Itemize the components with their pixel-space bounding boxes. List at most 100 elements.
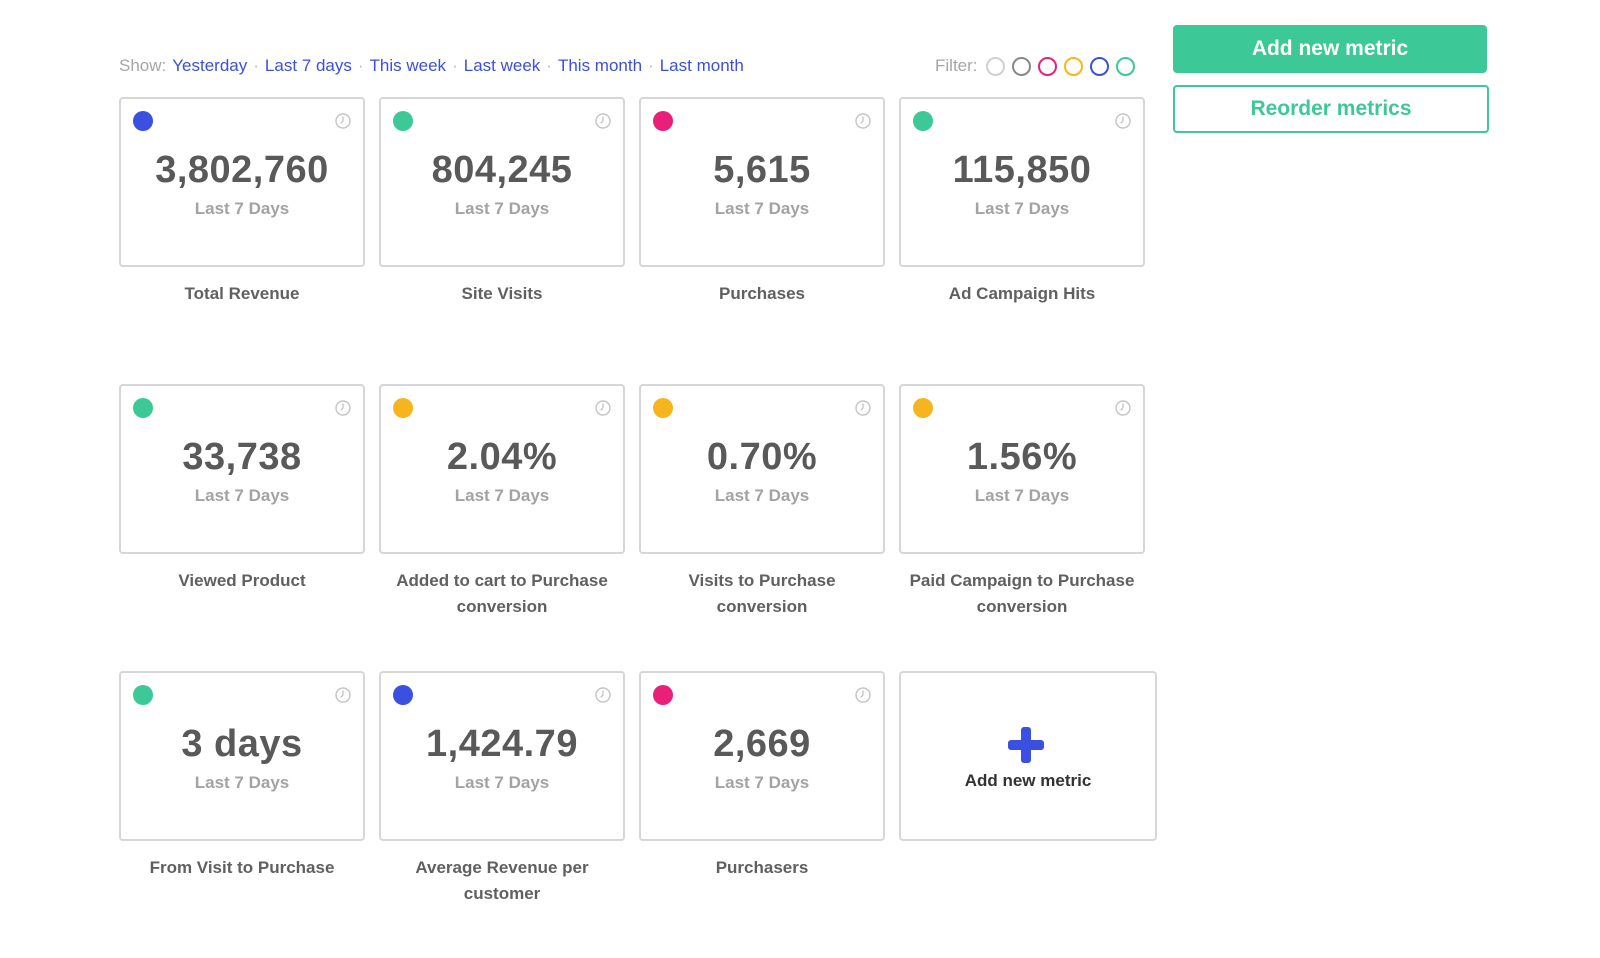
metric-color-dot — [913, 111, 933, 131]
range-this-week[interactable]: This week — [369, 56, 447, 75]
range-selector: Show: Yesterday · Last 7 days · This wee… — [119, 56, 744, 76]
metric-tile: 1.56% Last 7 Days Paid Campaign to Purch… — [899, 384, 1145, 671]
metric-tile: 3 days Last 7 Days From Visit to Purchas… — [119, 671, 365, 958]
metric-label: Visits to Purchase conversion — [688, 571, 836, 616]
metric-value: 33,738 — [182, 436, 302, 478]
metric-label: Site Visits — [461, 284, 543, 303]
metric-label: Purchasers — [715, 858, 809, 877]
clock-icon[interactable] — [1115, 400, 1131, 416]
range-separator: · — [648, 56, 654, 75]
metric-label: From Visit to Purchase — [149, 858, 335, 877]
clock-icon[interactable] — [595, 400, 611, 416]
metric-value: 2.04% — [446, 436, 558, 478]
filter-dot-gray[interactable] — [1011, 56, 1031, 76]
metric-card[interactable]: 115,850 Last 7 Days — [899, 97, 1145, 267]
metric-period: Last 7 Days — [194, 486, 290, 505]
range-this-month[interactable]: This month — [557, 56, 643, 75]
clock-icon[interactable] — [335, 113, 351, 129]
metric-value: 1,424.79 — [426, 723, 578, 765]
range-last-7-days[interactable]: Last 7 days — [264, 56, 352, 75]
metric-label: Ad Campaign Hits — [948, 284, 1096, 303]
clock-icon[interactable] — [335, 400, 351, 416]
range-last-month[interactable]: Last month — [659, 56, 744, 75]
metric-period: Last 7 Days — [194, 773, 290, 792]
metric-tile: 0.70% Last 7 Days Visits to Purchase con… — [639, 384, 885, 671]
metric-period: Last 7 Days — [974, 199, 1070, 218]
clock-icon[interactable] — [855, 400, 871, 416]
metric-card[interactable]: 1.56% Last 7 Days — [899, 384, 1145, 554]
metric-card[interactable]: 3,802,760 Last 7 Days — [119, 97, 365, 267]
add-metric-tile: Add new metric — [899, 671, 1157, 958]
metric-period: Last 7 Days — [454, 486, 550, 505]
metrics-grid: 3,802,760 Last 7 Days Total Revenue 804,… — [119, 97, 1157, 958]
metric-label: Average Revenue per customer — [415, 858, 589, 903]
metric-period: Last 7 Days — [974, 486, 1070, 505]
metric-color-dot — [393, 111, 413, 131]
metric-color-dot — [653, 111, 673, 131]
metric-color-dot — [653, 398, 673, 418]
metric-label: Viewed Product — [178, 571, 306, 590]
add-new-metric-button[interactable]: Add new metric — [1173, 25, 1487, 73]
metric-value: 115,850 — [952, 149, 1092, 191]
metric-tile: 5,615 Last 7 Days Purchases — [639, 97, 885, 384]
metric-label: Paid Campaign to Purchase conversion — [909, 571, 1135, 616]
color-filter: Filter: — [935, 56, 1142, 76]
add-metric-label: Add new metric — [964, 771, 1092, 790]
filter-dot-gray-light[interactable] — [985, 56, 1005, 76]
reorder-metrics-button[interactable]: Reorder metrics — [1173, 85, 1489, 133]
metric-period: Last 7 Days — [454, 773, 550, 792]
metric-card[interactable]: 2,669 Last 7 Days — [639, 671, 885, 841]
metric-color-dot — [133, 111, 153, 131]
metric-tile: 2,669 Last 7 Days Purchasers — [639, 671, 885, 958]
range-separator: · — [253, 56, 259, 75]
metric-card[interactable]: 3 days Last 7 Days — [119, 671, 365, 841]
filter-label: Filter: — [935, 56, 978, 75]
metric-color-dot — [653, 685, 673, 705]
metric-card[interactable]: 804,245 Last 7 Days — [379, 97, 625, 267]
metric-card[interactable]: 1,424.79 Last 7 Days — [379, 671, 625, 841]
metric-card[interactable]: 33,738 Last 7 Days — [119, 384, 365, 554]
metric-period: Last 7 Days — [194, 199, 290, 218]
metric-value: 3 days — [181, 723, 303, 765]
metric-color-dot — [133, 398, 153, 418]
clock-icon[interactable] — [335, 687, 351, 703]
show-label: Show: — [119, 56, 167, 75]
filter-dot-blue[interactable] — [1089, 56, 1109, 76]
metric-tile: 115,850 Last 7 Days Ad Campaign Hits — [899, 97, 1145, 384]
clock-icon[interactable] — [595, 113, 611, 129]
metric-value: 3,802,760 — [155, 149, 329, 191]
metric-tile: 804,245 Last 7 Days Site Visits — [379, 97, 625, 384]
filter-dot-yellow[interactable] — [1063, 56, 1083, 76]
metric-color-dot — [393, 398, 413, 418]
metric-label: Purchases — [719, 284, 805, 303]
metric-color-dot — [393, 685, 413, 705]
range-yesterday[interactable]: Yesterday — [172, 56, 248, 75]
metric-card[interactable]: 5,615 Last 7 Days — [639, 97, 885, 267]
range-separator: · — [357, 56, 364, 75]
range-separator: · — [452, 56, 458, 75]
clock-icon[interactable] — [595, 687, 611, 703]
metric-color-dot — [913, 398, 933, 418]
metric-card[interactable]: 0.70% Last 7 Days — [639, 384, 885, 554]
metric-color-dot — [133, 685, 153, 705]
metric-label: Added to cart to Purchase conversion — [396, 571, 608, 616]
metric-period: Last 7 Days — [454, 199, 550, 218]
filter-dot-pink[interactable] — [1037, 56, 1057, 76]
clock-icon[interactable] — [855, 687, 871, 703]
metric-period: Last 7 Days — [714, 486, 810, 505]
metric-tile: 1,424.79 Last 7 Days Average Revenue per… — [379, 671, 625, 958]
metric-value: 2,669 — [713, 723, 811, 765]
metric-tile: 33,738 Last 7 Days Viewed Product — [119, 384, 365, 671]
metric-card[interactable]: 2.04% Last 7 Days — [379, 384, 625, 554]
metric-period: Last 7 Days — [714, 199, 810, 218]
metric-value: 1.56% — [966, 436, 1078, 478]
clock-icon[interactable] — [1115, 113, 1131, 129]
range-last-week[interactable]: Last week — [463, 56, 541, 75]
filter-dot-green[interactable] — [1115, 56, 1135, 76]
metric-value: 0.70% — [706, 436, 818, 478]
add-metric-card[interactable]: Add new metric — [899, 671, 1157, 841]
metric-tile: 3,802,760 Last 7 Days Total Revenue — [119, 97, 365, 384]
metric-label: Total Revenue — [184, 284, 300, 303]
clock-icon[interactable] — [855, 113, 871, 129]
plus-icon — [1008, 727, 1044, 763]
